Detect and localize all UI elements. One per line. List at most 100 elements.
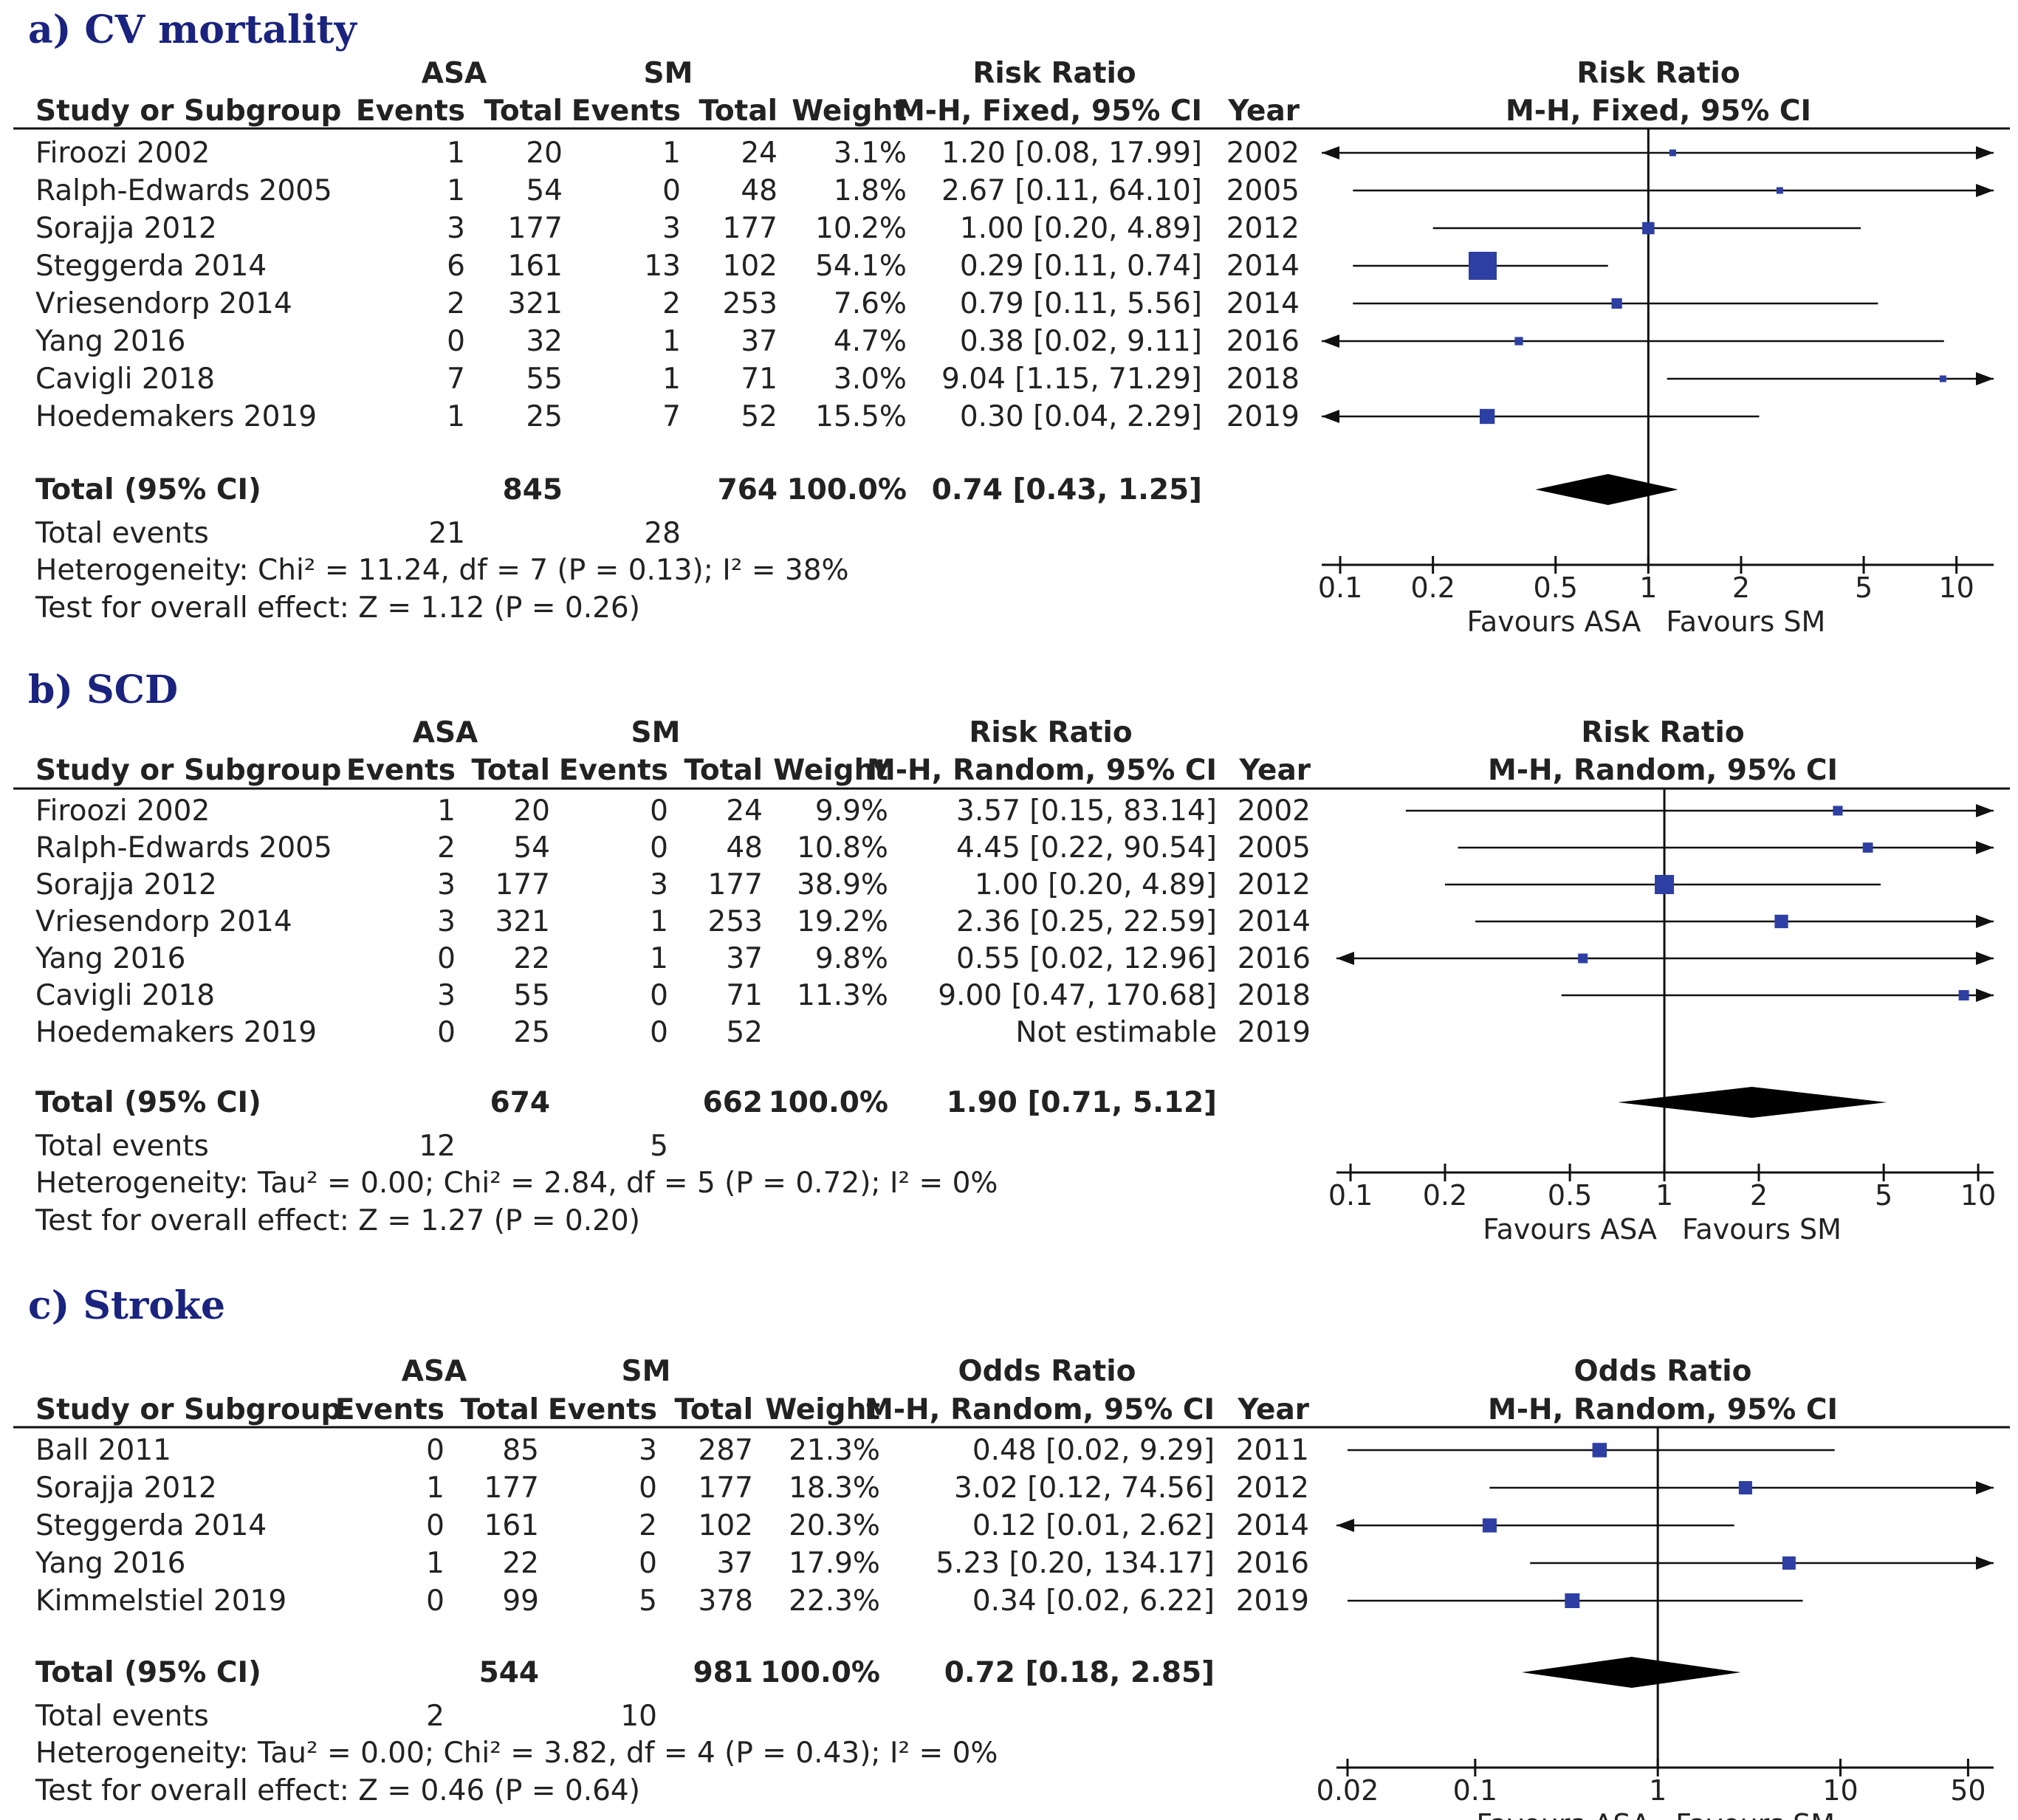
point-estimate-square [1469, 252, 1497, 280]
measure-header: Odds Ratio [958, 1355, 1136, 1388]
total1-cell: 321 [508, 287, 563, 320]
plot-subheader: M-H, Random, 95% CI [1488, 754, 1838, 787]
total1-column-header: Total [460, 1393, 539, 1426]
total2-cell: 52 [726, 1016, 763, 1049]
total2-sum: 981 [693, 1656, 753, 1689]
events1-cell: 1 [426, 1472, 445, 1505]
total2-sum: 764 [718, 473, 778, 506]
events2-cell: 1 [662, 363, 681, 396]
group2-header: SM [622, 1355, 671, 1388]
ci-cell: 0.12 [0.01, 2.62] [972, 1509, 1215, 1542]
events1-cell: 2 [437, 831, 456, 865]
plot-subheader: M-H, Random, 95% CI [1488, 1393, 1838, 1426]
group1-header: ASA [422, 57, 487, 90]
point-estimate-square [1592, 1443, 1607, 1457]
x-tick-label: 1 [1655, 1179, 1673, 1212]
total2-column-header: Total [699, 95, 778, 128]
events1-cell: 1 [426, 1547, 445, 1580]
weight-cell: 38.9% [797, 868, 888, 902]
total-weight: 100.0% [761, 1656, 880, 1689]
ci-right-arrow [1976, 146, 1994, 159]
ci-column-header: M-H, Random, 95% CI [867, 754, 1217, 787]
total2-cell: 177 [699, 1472, 753, 1505]
favours-right-label: Favours SM [1682, 1213, 1842, 1246]
total-label: Total (95% CI) [35, 1656, 261, 1689]
study-name: Vriesendorp 2014 [35, 287, 292, 320]
events1-column-header: Events [335, 1393, 445, 1426]
x-tick-label: 2 [1732, 571, 1750, 604]
total2-cell: 71 [726, 979, 763, 1012]
point-estimate-square [1939, 375, 1946, 382]
x-tick-label: 10 [1939, 571, 1974, 604]
events2-cell: 1 [650, 905, 668, 938]
total1-sum: 674 [490, 1086, 550, 1119]
weight-cell: 17.9% [789, 1547, 880, 1580]
total-weight: 100.0% [787, 473, 907, 506]
study-name: Cavigli 2018 [35, 363, 215, 396]
forest-panel-2: b) SCD ASA SM Risk Ratio Risk Ratio M-H, Rand… [13, 667, 2010, 1246]
x-tick-label: 0.1 [1318, 571, 1362, 604]
year-cell: 2016 [1236, 1547, 1309, 1580]
ci-left-arrow [1322, 146, 1339, 159]
total-events2: 5 [650, 1130, 668, 1163]
year-cell: 2014 [1226, 250, 1300, 283]
events1-cell: 0 [426, 1584, 445, 1618]
overall-effect-text: Test for overall effect: Z = 1.27 (P = 0… [35, 1204, 640, 1237]
events1-cell: 0 [447, 325, 465, 358]
study-name: Hoedemakers 2019 [35, 1016, 317, 1049]
events2-cell: 7 [662, 400, 681, 433]
total1-cell: 177 [484, 1472, 539, 1505]
overall-effect-text: Test for overall effect: Z = 1.12 (P = 0… [35, 591, 640, 625]
ci-left-arrow [1322, 334, 1339, 348]
study-name: Yang 2016 [35, 325, 185, 358]
total1-cell: 20 [526, 137, 563, 170]
events2-cell: 3 [650, 868, 668, 902]
study-name: Firoozi 2002 [35, 137, 210, 170]
favours-right-label: Favours SM [1666, 605, 1825, 638]
weight-cell: 7.6% [834, 287, 907, 320]
x-tick-label: 5 [1875, 1179, 1892, 1212]
total2-column-header: Total [674, 1393, 753, 1426]
events1-cell: 2 [447, 287, 465, 320]
ci-right-arrow [1976, 952, 1994, 965]
point-estimate-square [1776, 187, 1783, 194]
plot-header: Risk Ratio [1576, 57, 1740, 90]
study-name: Steggerda 2014 [35, 250, 267, 283]
total2-cell: 102 [723, 250, 778, 283]
total-ci: 0.74 [0.43, 1.25] [932, 473, 1202, 506]
heterogeneity-text: Heterogeneity: Tau² = 0.00; Chi² = 2.84,… [35, 1167, 998, 1200]
x-tick-label: 10 [1822, 1774, 1858, 1807]
ci-cell: 0.48 [0.02, 9.29] [972, 1434, 1215, 1467]
total1-cell: 54 [526, 174, 563, 207]
events1-cell: 0 [437, 1016, 456, 1049]
events1-cell: 1 [447, 400, 465, 433]
ci-cell: 0.34 [0.02, 6.22] [972, 1584, 1215, 1618]
ci-cell: 0.30 [0.04, 2.29] [960, 400, 1202, 433]
ci-left-arrow [1336, 952, 1354, 965]
total2-cell: 102 [699, 1509, 753, 1542]
pooled-estimate-diamond [1521, 1657, 1741, 1688]
study-name: Ralph-Edwards 2005 [35, 831, 332, 865]
ci-right-arrow [1976, 841, 1994, 854]
year-column-header: Year [1238, 754, 1311, 787]
total-events-label: Total events [35, 1700, 209, 1733]
study-name: Cavigli 2018 [35, 979, 215, 1012]
events2-cell: 0 [662, 174, 681, 207]
events2-column-header: Events [572, 95, 681, 128]
x-tick-label: 1 [1639, 571, 1657, 604]
ci-cell: 9.00 [0.47, 170.68] [938, 979, 1217, 1012]
year-cell: 2012 [1226, 212, 1300, 245]
total2-cell: 253 [723, 287, 778, 320]
panel-title: c) Stroke [28, 1283, 225, 1328]
ci-right-arrow [1976, 915, 1994, 928]
plot-subheader: M-H, Fixed, 95% CI [1506, 95, 1811, 128]
study-name: Ball 2011 [35, 1434, 171, 1467]
ci-cell: 3.02 [0.12, 74.56] [954, 1472, 1215, 1505]
weight-column-header: Weight [792, 95, 907, 128]
events1-cell: 3 [437, 905, 456, 938]
ci-right-arrow [1976, 372, 1994, 385]
point-estimate-square [1774, 914, 1788, 929]
events1-column-header: Events [356, 95, 465, 128]
point-estimate-square [1479, 408, 1495, 425]
point-estimate-square [1833, 806, 1843, 816]
